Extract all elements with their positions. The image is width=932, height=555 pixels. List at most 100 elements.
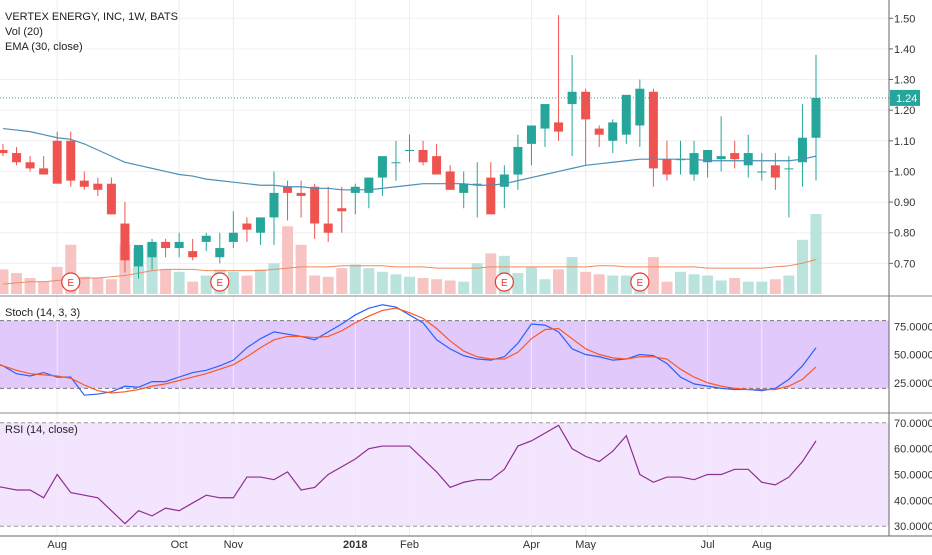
rsi-tick-label: 60.0000: [894, 444, 932, 456]
candle-body: [323, 223, 333, 233]
volume-legend: Vol (20): [5, 26, 43, 38]
volume-bar: [65, 244, 77, 294]
volume-bar: [38, 281, 50, 294]
candle-body: [445, 171, 455, 190]
candle-body: [25, 162, 35, 169]
volume-bar: [512, 273, 524, 294]
volume-bar: [756, 281, 768, 294]
volume-bar: [580, 271, 592, 294]
volume-bar: [160, 269, 172, 294]
candle-body: [174, 241, 184, 249]
volume-bar: [661, 281, 673, 294]
candle-body: [662, 159, 672, 175]
volume-bar: [485, 253, 497, 294]
volume-bar: [0, 269, 9, 294]
stoch-d-line: [0, 307, 817, 394]
volume-bar: [336, 268, 348, 294]
x-tick-label: May: [575, 539, 596, 550]
volume-bar: [553, 269, 565, 294]
candle-body: [689, 153, 699, 175]
candle-body: [255, 217, 265, 233]
candle-body: [581, 91, 591, 120]
candle-body: [66, 140, 76, 181]
earnings-marker: [630, 272, 650, 292]
grid-layer: [0, 0, 889, 536]
volume-bar: [200, 275, 212, 294]
candle-body: [540, 104, 550, 129]
candle-body: [743, 153, 753, 166]
volume-bar: [309, 275, 321, 294]
candle-body: [567, 91, 577, 105]
candle-body: [310, 186, 320, 224]
candle-body: [228, 232, 238, 242]
chart-title: VERTEX ENERGY, INC, 1W, BATS: [5, 11, 178, 23]
stoch-k-line: [0, 304, 817, 396]
volume-bar: [810, 214, 822, 294]
earnings-marker-label: E: [637, 278, 644, 289]
candle-body: [486, 177, 496, 215]
volume-bar: [404, 276, 415, 294]
volume-bar: [349, 264, 361, 294]
volume-bar: [729, 278, 741, 294]
volume-bar: [187, 281, 199, 294]
volume-bar: [173, 271, 185, 294]
candle-body: [635, 88, 645, 126]
candle-body: [472, 183, 482, 185]
candle-body: [513, 146, 523, 175]
volume-bar: [322, 276, 334, 294]
volume-bar: [268, 263, 280, 294]
rsi-tick-label: 70.0000: [894, 418, 932, 430]
candle-body: [594, 128, 604, 135]
candle-body: [215, 248, 225, 258]
candle-body: [811, 97, 821, 138]
x-tick-label: Aug: [47, 539, 67, 550]
volume-bar: [376, 271, 388, 294]
candle-body: [52, 140, 62, 184]
x-tick-label: Feb: [400, 539, 419, 550]
y-tick-label: 0.70: [894, 258, 915, 270]
x-tick-label: Aug: [752, 539, 772, 550]
candle-body: [391, 162, 401, 164]
candle-body: [0, 150, 8, 154]
rsi-layer: [0, 422, 889, 527]
volume-bar: [227, 271, 239, 294]
volume-bar: [295, 244, 307, 294]
x-tick-label: 2018: [343, 539, 367, 550]
candle-body: [147, 241, 157, 258]
y-tick-label: 0.80: [894, 228, 915, 240]
y-tick-label: 1.00: [894, 166, 915, 178]
candle-body: [770, 165, 780, 178]
candle-body: [418, 150, 428, 163]
candle-body: [188, 251, 198, 258]
earnings-marker-label: E: [216, 278, 223, 289]
stoch-tick-label: 50.0000: [894, 350, 932, 362]
last-price-label: 1.24: [896, 93, 917, 105]
candle-body: [364, 177, 374, 193]
stoch-legend: Stoch (14, 3, 3): [5, 307, 80, 319]
volume-bar: [78, 276, 90, 294]
earnings-marker: [61, 272, 81, 292]
candle-body: [608, 122, 618, 141]
candle-body: [93, 183, 103, 190]
stoch-tick-label: 25.0000: [894, 378, 932, 390]
candle-body: [405, 150, 414, 151]
candle-layer[interactable]: [0, 15, 821, 279]
volume-bar: [539, 279, 551, 294]
volume-bar: [105, 279, 117, 294]
volume-bar: [566, 257, 578, 294]
axis-layer: Aug Oct Nov 2018 Feb Apr May Jul Aug 1.50 1.40 1.30…: [47, 13, 932, 551]
volume-bar: [742, 281, 754, 294]
earnings-marker: [210, 272, 230, 292]
candle-body: [161, 241, 171, 249]
candle-body: [120, 223, 130, 261]
candle-body: [134, 244, 143, 267]
last-price-tag: [890, 89, 920, 106]
candle-body: [432, 156, 442, 175]
rsi-tick-label: 50.0000: [894, 470, 932, 482]
candle-body: [337, 208, 347, 212]
x-tick-label: Apr: [523, 539, 540, 550]
candle-body: [621, 94, 631, 135]
volume-bar: [593, 274, 605, 294]
